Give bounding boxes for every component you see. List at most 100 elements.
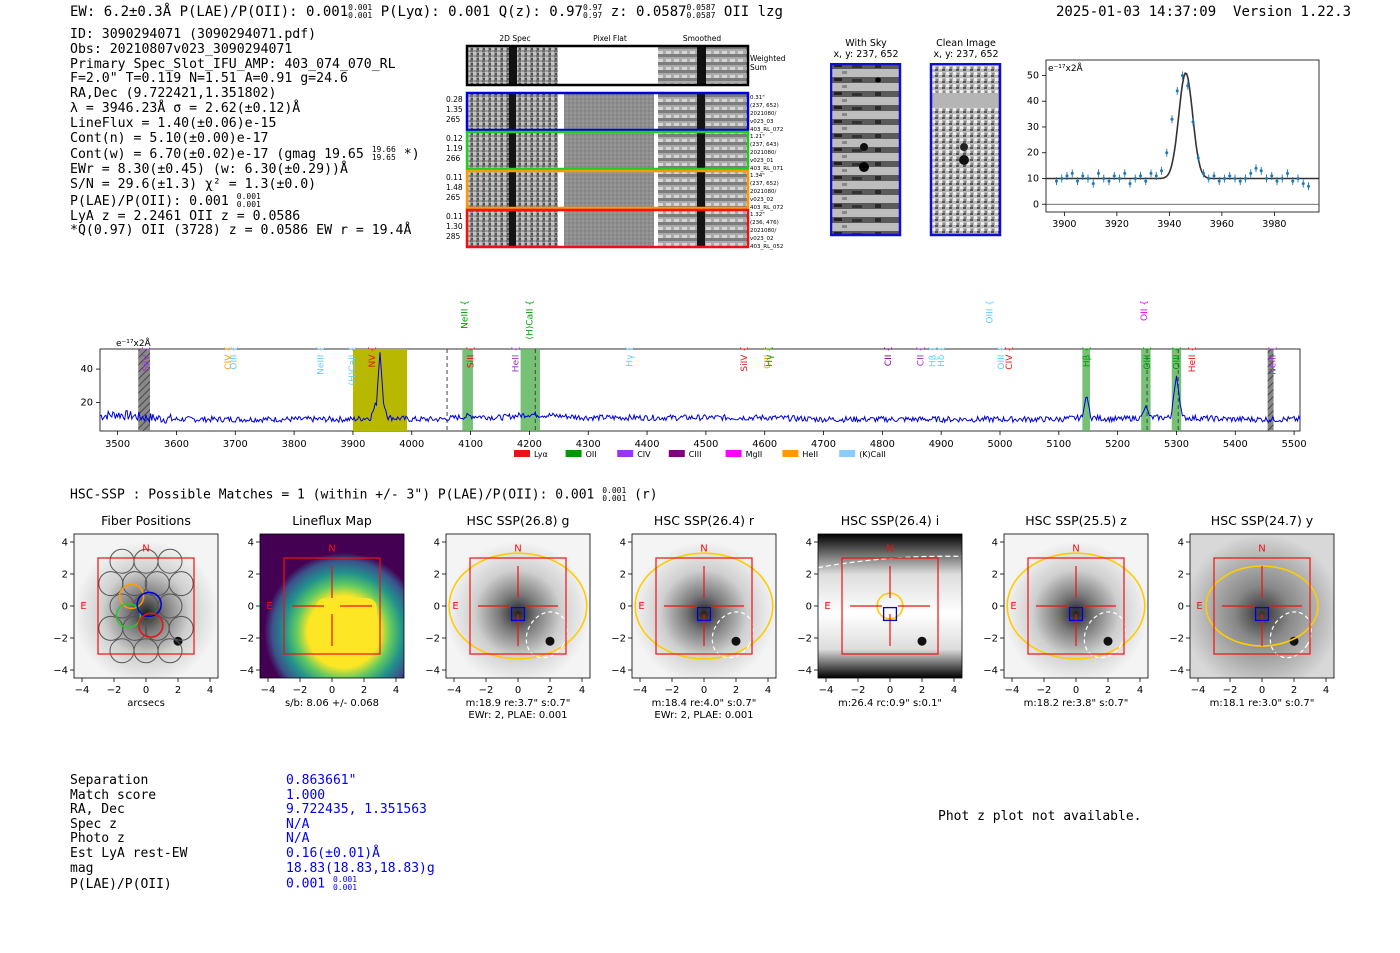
- hsc-ytick-label: 2: [992, 570, 998, 581]
- hsc-east-label: E: [452, 601, 458, 612]
- spectrum-xtick-label: 4800: [870, 439, 895, 450]
- hsc-ytick-label: 2: [248, 570, 254, 581]
- spectrum-line-label: SiIV {: [142, 346, 152, 372]
- match-label: mag: [70, 860, 94, 876]
- hsc-xtick-label: −4: [1005, 685, 1020, 696]
- cutout-row-stat: 1.35: [446, 105, 463, 114]
- cutout-row-stat: 285: [446, 232, 461, 241]
- hsc-ytick-label: 4: [620, 538, 626, 549]
- legend-label: OII: [586, 450, 597, 459]
- hsc-xtick-label: 2: [1291, 685, 1297, 696]
- info-plae-sup: 0.001: [236, 191, 261, 201]
- fit-data-point: [1081, 174, 1085, 178]
- hsc-ytick-label: −4: [611, 666, 626, 677]
- hsc-east-label: E: [638, 601, 644, 612]
- hsc-secondary-source: [731, 636, 741, 646]
- spectrum-line-label: OII {: [1140, 300, 1150, 321]
- cutout-row-stat: 266: [446, 154, 461, 163]
- header-line: OII lzg: [723, 4, 783, 20]
- match-row: RA, Dec 9.722435, 1.351563: [70, 802, 435, 818]
- spectrum-hatched-region: [138, 349, 150, 431]
- cutout-row-stat: 0.11: [446, 173, 463, 182]
- clean-image-title: Clean Image x, y: 237, 652: [930, 38, 1002, 60]
- match-label: Est LyA rest-EW: [70, 845, 188, 861]
- hsc-panel: HSC SSP(26.4) i N E −4 −4 −2 −2 0 0 2 2 4 4 m:26.4 rc…: [797, 513, 963, 709]
- header-version: Version 1.22.3: [1233, 4, 1352, 20]
- fit-data-point: [1091, 182, 1095, 186]
- hsc-panel-title: HSC SSP(24.7) y: [1211, 513, 1314, 528]
- spectrum-line-label: NV {: [368, 346, 378, 367]
- hsc-ytick-label: −4: [425, 666, 440, 677]
- hsc-panel-title: HSC SSP(26.4) i: [841, 513, 939, 528]
- hsc-east-label: E: [824, 601, 830, 612]
- hsc-panel-caption: m:18.4 re:4.0" s:0.7": [652, 698, 757, 709]
- spectrum-shaded-region: [1082, 349, 1090, 431]
- spectrum-line-label: SiIV {: [740, 346, 750, 372]
- match-table: Separation 0.863661" Match score 1.000 RA,…: [70, 773, 435, 891]
- fit-data-point: [1144, 179, 1148, 183]
- cutout-row-meta: 1.21": [750, 134, 765, 140]
- spectrum-line-label: OIII {: [1172, 346, 1182, 370]
- hsc-ytick-label: 4: [248, 538, 254, 549]
- spectrum-xtick-label: 4000: [399, 439, 424, 450]
- fiber-green: [115, 602, 142, 629]
- fit-data-point: [1160, 169, 1163, 173]
- cutout-row-meta: 2021080/: [750, 189, 776, 195]
- legend-label: MgII: [746, 450, 763, 459]
- hsc-secondary-source: [1289, 636, 1299, 646]
- clean-image: [929, 63, 1002, 237]
- cutout-row-frame: [465, 91, 750, 132]
- fit-gaussian-curve: [1046, 72, 1319, 180]
- hsc-ytick-label: 0: [434, 602, 440, 613]
- hsc-panel-caption-2: EWr: 2, PLAE: 0.001: [468, 710, 567, 721]
- hsc-xtick-label: 4: [207, 685, 213, 696]
- fit-data-point: [1070, 171, 1074, 175]
- fit-xtick-label: 3940: [1157, 219, 1181, 230]
- legend-label: HeII: [802, 450, 818, 459]
- fit-ytick-label: 40: [1027, 96, 1039, 107]
- weighted-sum-row: Weighted Sum: [465, 44, 786, 87]
- fit-data-point: [1112, 174, 1116, 178]
- info-primary: Primary Spec_Slot_IFU_AMP: 403_074_070_R…: [70, 56, 396, 72]
- fit-data-point: [1202, 171, 1205, 175]
- hsc-panel-image: [818, 534, 962, 678]
- hsc-panel-title: HSC SSP(26.4) r: [654, 513, 755, 528]
- match-value: 9.722435, 1.351563: [286, 802, 427, 818]
- spectrum-xtick-label: 4400: [635, 439, 660, 450]
- hsc-ytick-label: 4: [434, 538, 440, 549]
- match-label: Photo z: [70, 831, 125, 847]
- cutout-row-meta: 2021080/: [750, 111, 776, 117]
- fit-data-point: [1118, 177, 1121, 181]
- hsc-ytick-label: 0: [62, 602, 68, 613]
- fiber-circle: [122, 571, 148, 597]
- fiber-circle: [168, 615, 194, 641]
- match-value: 1.000: [286, 787, 326, 803]
- cutout-row-stat: 0.12: [446, 134, 463, 143]
- cutout-emission-line: [509, 94, 516, 130]
- fit-ytick-label: 30: [1027, 122, 1039, 133]
- header-qz-sup: 0.97: [582, 3, 603, 12]
- fit-data-point: [1196, 156, 1200, 160]
- cutout-row-meta: 1.32": [750, 212, 765, 218]
- info-fwhm: F=2.0" T=0.119 N=1.51 A=0.91 g=24.6: [70, 71, 348, 87]
- fit-data-point: [1291, 179, 1295, 183]
- spectrum-unit: e⁻¹⁷x2Å: [116, 337, 152, 349]
- hsc-xtick-label: 0: [329, 685, 335, 696]
- spectrum-line-label: OIII {: [1143, 346, 1153, 370]
- photz-note: Phot z plot not available.: [938, 809, 1142, 824]
- lineflux-peak: [316, 598, 377, 653]
- fit-ytick-label: 20: [1027, 148, 1039, 159]
- spectrum-line-label: NeIII {: [1268, 346, 1278, 375]
- hsc-xtick-label: −4: [819, 685, 834, 696]
- cutout-pixelflat: [564, 133, 654, 169]
- hsc-neighbor-ellipse: [1083, 611, 1126, 659]
- hsc-search-box: [655, 557, 753, 655]
- hsc-match-box: [1254, 606, 1270, 622]
- match-row: Photo z N/A: [70, 832, 435, 847]
- hsc-north-label: N: [328, 544, 335, 555]
- spectrum-shaded-region: [1141, 349, 1151, 431]
- hsc-ytick-label: −4: [53, 666, 68, 677]
- cutout-row-stat: 1.19: [446, 144, 463, 153]
